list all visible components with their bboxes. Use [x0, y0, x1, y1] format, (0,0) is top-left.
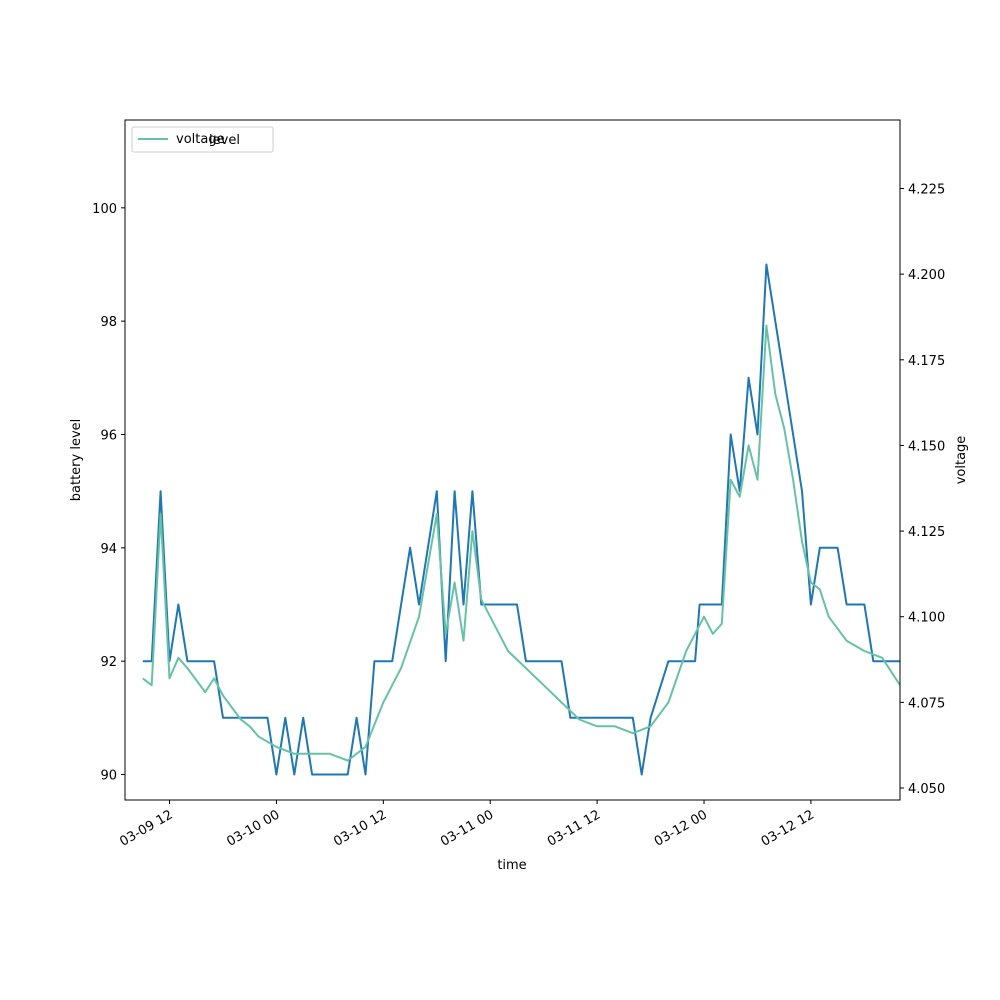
x-tick-label: 03-12 00: [652, 807, 710, 849]
left-y-tick-label: 92: [100, 655, 117, 670]
right-y-tick-label: 4.075: [908, 696, 945, 711]
left-y-axis-label: battery level: [69, 419, 84, 502]
left-y-tick-label: 94: [100, 542, 117, 557]
right-y-tick-label: 4.200: [908, 268, 945, 283]
left-y-tick-label: 100: [92, 202, 117, 217]
x-tick-label: 03-10 12: [331, 807, 389, 849]
right-y-tick-label: 4.100: [908, 611, 945, 626]
x-axis: 03-09 12 03-10 00 03-10 12 03-11 00 03-11 12…: [117, 800, 817, 850]
left-y-tick-label: 98: [100, 315, 117, 330]
right-y-axis: 4.050 4.075 4.100 4.125 4.150 4.175 4.200 4.225: [900, 183, 945, 797]
right-y-tick-label: 4.050: [908, 782, 945, 797]
right-y-tick-label: 4.125: [908, 525, 945, 540]
x-tick-label: 03-09 12: [117, 807, 175, 849]
left-y-tick-label: 90: [100, 769, 117, 784]
x-axis-label: time: [497, 858, 526, 873]
x-tick-label: 03-11 12: [545, 807, 603, 849]
right-y-tick-label: 4.150: [908, 439, 945, 454]
right-y-axis-label: voltage: [954, 436, 969, 485]
left-y-axis: 90 92 94 96 98 100: [92, 202, 125, 784]
legend-box: [131, 126, 274, 153]
plot-frame: [124, 119, 901, 801]
series-line-level: [142, 263, 900, 776]
legend-label-level: level: [176, 133, 240, 148]
right-y-tick-label: 4.225: [908, 183, 945, 198]
series-layer: [142, 263, 901, 776]
x-tick-label: 03-12 12: [759, 807, 817, 849]
series-line-voltage: [142, 324, 901, 762]
x-tick-label: 03-11 00: [438, 807, 496, 849]
left-y-tick-label: 96: [100, 429, 117, 444]
legend-label-voltage: voltage: [176, 132, 225, 147]
x-tick-label: 03-10 00: [224, 807, 282, 849]
right-y-tick-label: 4.175: [908, 354, 945, 369]
